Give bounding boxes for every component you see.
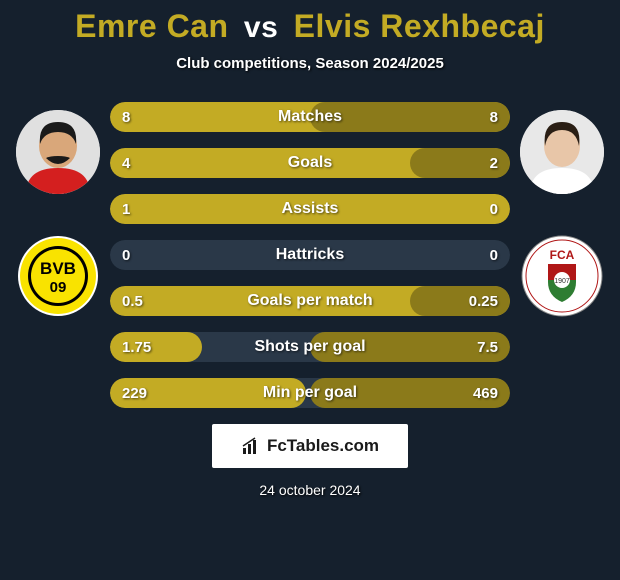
vs-text: vs [244, 11, 278, 44]
stat-row: 88Matches [110, 102, 510, 132]
stat-label: Min per goal [110, 378, 510, 408]
content-area: BVB 09 FCA 1907 88Matches 42Goals 10Assist… [0, 102, 620, 408]
stat-row: 42Goals [110, 148, 510, 178]
svg-text:BVB: BVB [40, 259, 76, 278]
stats-bars: 88Matches 42Goals 10Assists 00Hattricks 0.50… [110, 102, 510, 408]
date-text: 24 october 2024 [0, 482, 620, 498]
stat-label: Hattricks [110, 240, 510, 270]
player1-avatar [16, 110, 100, 194]
comparison-card: Emre Can vs Elvis Rexhbecaj Club competi… [0, 0, 620, 580]
svg-text:1907: 1907 [554, 278, 570, 285]
stat-row: 1.757.5Shots per goal [110, 332, 510, 362]
club2-badge: FCA 1907 [520, 234, 604, 318]
stat-label: Assists [110, 194, 510, 224]
stat-label: Shots per goal [110, 332, 510, 362]
footer-logo: FcTables.com [212, 424, 408, 468]
player2-avatar [520, 110, 604, 194]
title-row: Emre Can vs Elvis Rexhbecaj [0, 8, 620, 45]
stat-label: Matches [110, 102, 510, 132]
stat-row: 00Hattricks [110, 240, 510, 270]
stat-row: 10Assists [110, 194, 510, 224]
stat-row: 0.50.25Goals per match [110, 286, 510, 316]
stat-label: Goals [110, 148, 510, 178]
stat-label: Goals per match [110, 286, 510, 316]
svg-text:09: 09 [50, 279, 67, 296]
player1-name: Emre Can [75, 8, 228, 44]
chart-icon [241, 436, 261, 456]
subtitle: Club competitions, Season 2024/2025 [0, 55, 620, 72]
footer-logo-text: FcTables.com [267, 436, 379, 456]
svg-text:FCA: FCA [550, 248, 575, 262]
club1-badge: BVB 09 [16, 234, 100, 318]
player2-name: Elvis Rexhbecaj [294, 8, 545, 44]
stat-row: 229469Min per goal [110, 378, 510, 408]
